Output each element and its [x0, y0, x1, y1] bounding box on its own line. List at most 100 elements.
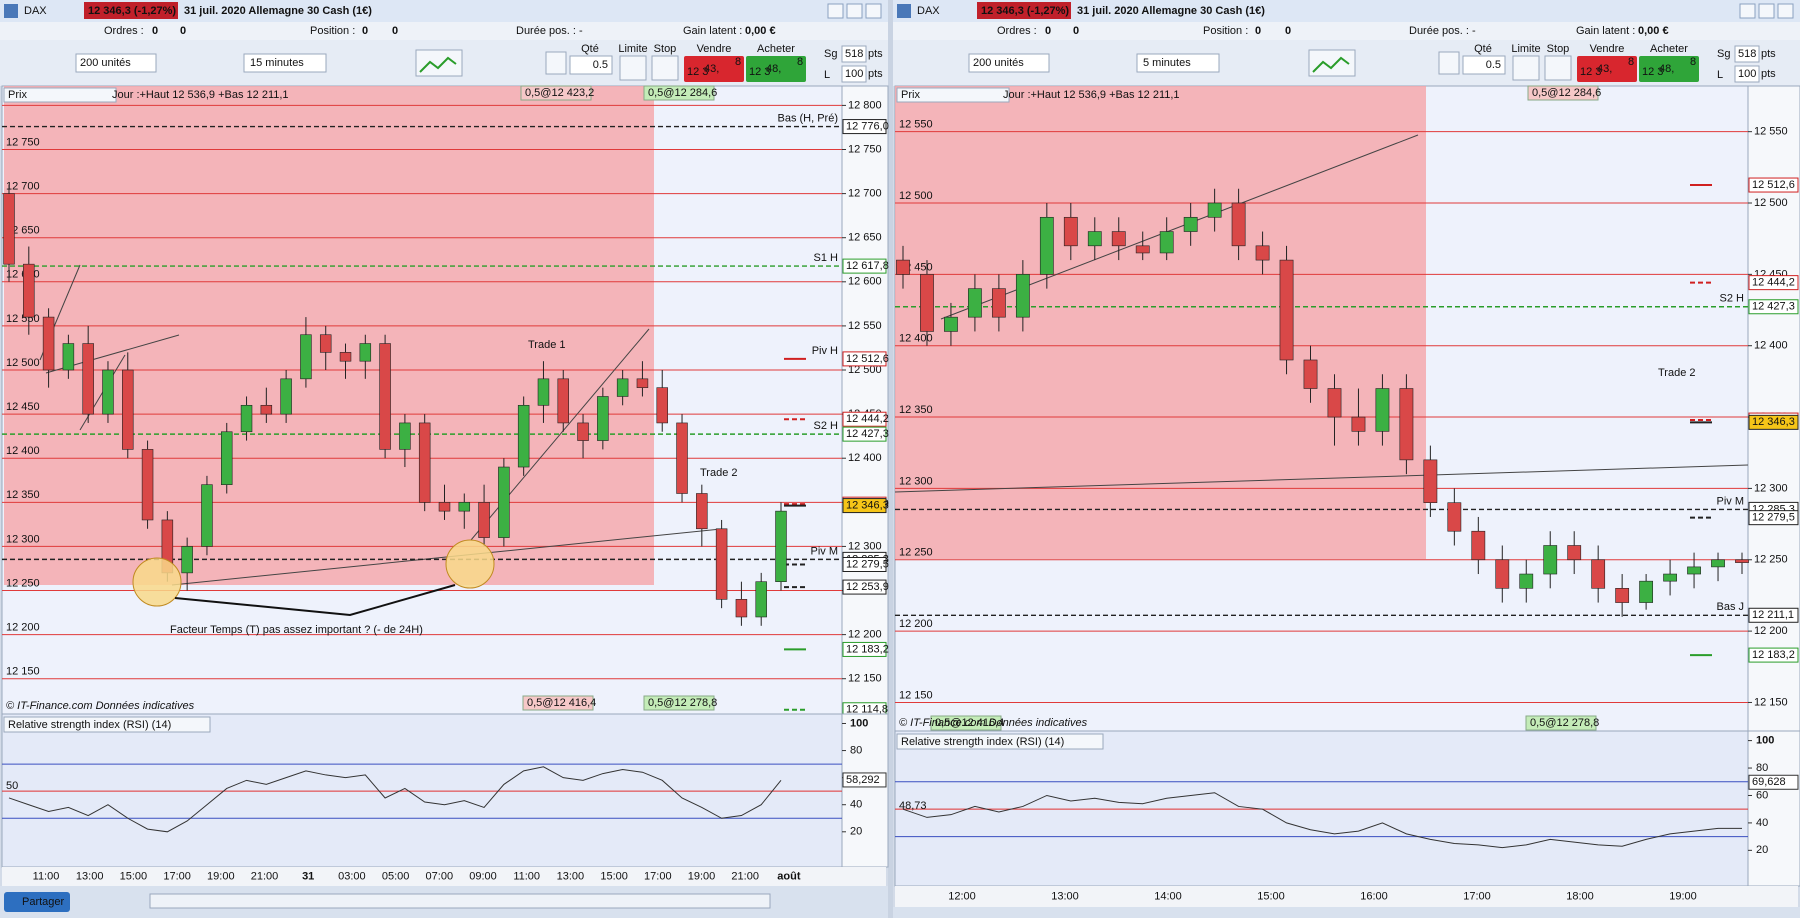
- pts-input-2[interactable]: [1734, 65, 1760, 83]
- buy-button[interactable]: [1639, 56, 1699, 82]
- instrument-title: 31 juil. 2020 Allemagne 30 Cash (1€): [184, 5, 372, 17]
- buy-price: 48,: [766, 63, 781, 75]
- stop-button[interactable]: [651, 55, 679, 81]
- y-tick-label: 12 400: [1754, 340, 1788, 352]
- window-control[interactable]: [1739, 3, 1756, 19]
- x-tick-label: 12:00: [948, 890, 976, 902]
- candle-body: [1519, 573, 1534, 589]
- level-name: S2 H: [814, 420, 839, 432]
- stop-button[interactable]: [1544, 55, 1572, 81]
- level-name: Bas J: [1716, 601, 1744, 613]
- rsi-axis: [1747, 730, 1800, 887]
- candle-body: [557, 378, 569, 424]
- y-tick-label: 12 700: [848, 188, 882, 200]
- orders: 0: [1045, 25, 1051, 37]
- candle-body: [1303, 359, 1318, 389]
- y-tick-label: 12 800: [848, 99, 882, 111]
- level-tag: [1748, 299, 1799, 315]
- orders-label: Ordres :: [104, 25, 144, 37]
- sell-price: 43,: [704, 63, 719, 75]
- candle-body: [1543, 545, 1558, 575]
- share-button[interactable]: [4, 892, 70, 912]
- window-control[interactable]: [1758, 3, 1775, 19]
- order-box: [930, 715, 1002, 731]
- window-control[interactable]: [1777, 3, 1794, 19]
- rsi-plot: [1, 713, 843, 868]
- buy-button[interactable]: [746, 56, 806, 82]
- highlight-circle: [132, 557, 182, 607]
- y-tick-label-inside: 12 600: [6, 269, 40, 281]
- rsi-axis: [841, 713, 889, 868]
- tool-button[interactable]: [1438, 51, 1460, 75]
- candle-body: [696, 493, 708, 530]
- level-tag-label: 12 444,2: [846, 413, 889, 425]
- sell-button[interactable]: [684, 56, 744, 82]
- limit-button[interactable]: [1512, 55, 1540, 81]
- level-tag: [1748, 414, 1799, 430]
- qty: 0.5: [1486, 59, 1501, 71]
- candle-body: [418, 422, 431, 503]
- stop-label: Stop: [654, 43, 677, 55]
- rsi-value-label: 58,292: [846, 774, 880, 786]
- candle-body: [1735, 559, 1749, 563]
- y-tick-label-inside: 12 150: [899, 689, 933, 701]
- orders-label: Ordres :: [997, 25, 1037, 37]
- duration: Durée pos. : -: [516, 25, 583, 37]
- window-menu-button[interactable]: [4, 4, 18, 18]
- candle-body: [478, 502, 490, 538]
- toolbar-status: [893, 22, 1800, 40]
- candle-body: [1423, 459, 1438, 503]
- candle-body: [920, 274, 934, 332]
- rsi-value-label: 69,628: [1752, 776, 1786, 788]
- level-tag: [1748, 177, 1799, 193]
- y-tick-label-inside: 12 400: [6, 445, 40, 457]
- y-tick-label-inside: 12 450: [6, 401, 40, 413]
- level-tag: [842, 426, 887, 442]
- x-tick-label: 19:00: [688, 870, 716, 882]
- units: 200 unités: [973, 57, 1024, 69]
- candle-body: [1591, 559, 1606, 589]
- rsi-tick-label: 20: [850, 826, 862, 838]
- tool-button[interactable]: [545, 51, 567, 75]
- level-name: Piv M: [1717, 495, 1745, 507]
- level-tag-label: 12 114,8: [846, 704, 888, 716]
- window-control[interactable]: [846, 3, 863, 19]
- scrollbar[interactable]: [149, 893, 771, 909]
- candle-body: [82, 343, 94, 415]
- candle-body: [577, 422, 589, 441]
- period-select[interactable]: [1136, 53, 1220, 73]
- annotation: Trade 1: [528, 339, 566, 351]
- pts-input-1[interactable]: [1734, 45, 1760, 63]
- limit-button[interactable]: [619, 55, 647, 81]
- buy-label: Acheter: [757, 43, 795, 55]
- units-select[interactable]: [75, 53, 157, 73]
- level-tag-label: 12 211,1: [1752, 609, 1794, 621]
- candle-body: [141, 449, 154, 521]
- y-tick-label-inside: 12 300: [6, 533, 40, 545]
- y-tick-label-inside: 12 350: [6, 489, 40, 501]
- orders-pending: 0: [1073, 25, 1079, 37]
- candle-body: [1279, 259, 1294, 361]
- pts-input-1[interactable]: [841, 45, 867, 63]
- symbol: DAX: [24, 5, 47, 17]
- units-select[interactable]: [968, 53, 1050, 73]
- qty-input[interactable]: [1462, 55, 1506, 75]
- sell-button[interactable]: [1577, 56, 1637, 82]
- candle-body: [260, 404, 273, 415]
- pts-input-2[interactable]: [841, 65, 867, 83]
- period-select[interactable]: [243, 53, 327, 73]
- window-control[interactable]: [827, 3, 844, 19]
- rsi-tick-label: 100: [1756, 735, 1774, 747]
- buy-price: 48,: [1659, 63, 1674, 75]
- rsi-header: [896, 733, 1104, 750]
- candle-body: [42, 316, 55, 371]
- window-menu-button[interactable]: [897, 4, 911, 18]
- x-tick-label: 18:00: [1566, 890, 1594, 902]
- qty-input[interactable]: [569, 55, 613, 75]
- x-tick-label: 11:00: [513, 870, 540, 882]
- x-tick-label: 17:00: [644, 870, 672, 882]
- units: 200 unités: [80, 57, 131, 69]
- order-box: [643, 695, 715, 711]
- order-box-label: 0,5@12 416,4: [935, 717, 1004, 729]
- window-control[interactable]: [865, 3, 882, 19]
